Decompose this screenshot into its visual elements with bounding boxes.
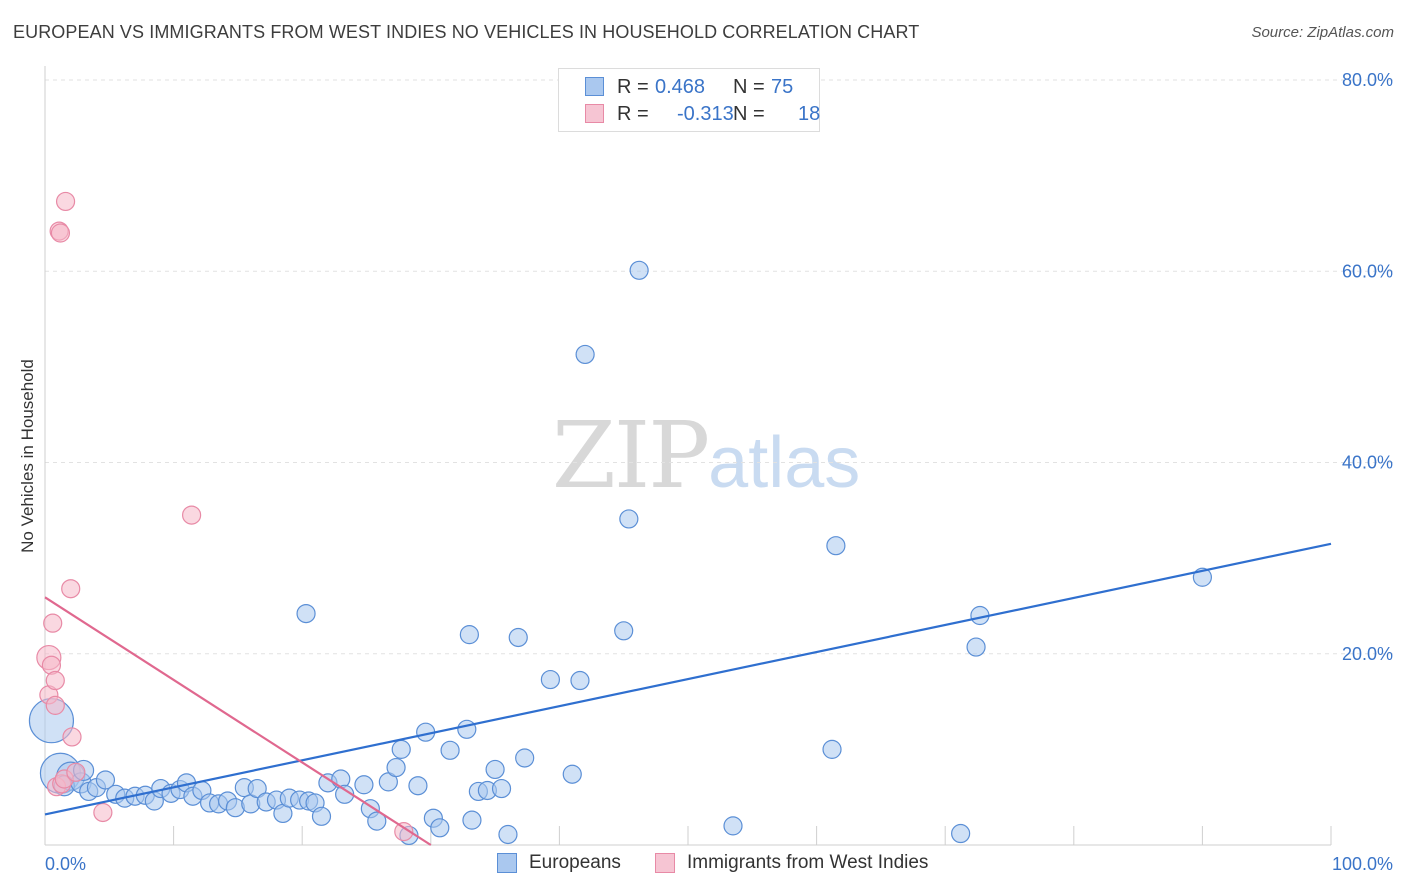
european-point bbox=[462, 810, 482, 830]
immigrant-point bbox=[394, 822, 414, 842]
european-point bbox=[311, 806, 332, 826]
legend-swatch-pink bbox=[655, 853, 675, 873]
european-point bbox=[508, 627, 528, 648]
european-point bbox=[629, 260, 649, 280]
legend-swatch-blue bbox=[585, 77, 604, 96]
immigrant-point bbox=[182, 505, 202, 525]
x-tick-label: 100.0% bbox=[1332, 854, 1393, 874]
immigrant-point bbox=[61, 579, 81, 599]
correlation-legend: R = 0.468 N = 75 R = -0.313 N = 18 bbox=[558, 68, 820, 132]
legend-n-value: 18 bbox=[798, 103, 821, 125]
immigrant-point bbox=[45, 695, 65, 715]
y-tick-label: 60.0% bbox=[1342, 261, 1393, 281]
european-point bbox=[575, 344, 595, 365]
legend-r-label: R = bbox=[617, 76, 649, 98]
european-point bbox=[440, 740, 460, 760]
y-tick-label: 80.0% bbox=[1342, 70, 1393, 90]
immigrant-point bbox=[43, 613, 63, 633]
european-point bbox=[459, 625, 479, 645]
european-point bbox=[562, 764, 582, 784]
european-point bbox=[354, 775, 374, 795]
legend-swatch-blue bbox=[497, 853, 517, 873]
y-axis-label: No Vehicles in Household bbox=[18, 359, 37, 553]
legend-label-europeans: Europeans bbox=[529, 852, 621, 873]
x-tick-label: 0.0% bbox=[45, 854, 86, 874]
legend-n-value: 75 bbox=[771, 76, 794, 98]
legend-label-immigrants: Immigrants from West Indies bbox=[687, 852, 929, 873]
european-point bbox=[457, 719, 477, 739]
legend-n-label: N = bbox=[733, 76, 765, 98]
european-point bbox=[540, 669, 560, 690]
european-point bbox=[430, 818, 450, 838]
european-point bbox=[296, 603, 316, 624]
european-point bbox=[723, 816, 743, 836]
european-point bbox=[951, 823, 971, 844]
european-point bbox=[386, 757, 406, 778]
immigrant-point bbox=[45, 670, 65, 691]
legend-swatch-pink bbox=[585, 104, 604, 123]
european-point bbox=[491, 778, 512, 799]
y-tick-label: 20.0% bbox=[1342, 644, 1393, 664]
european-point bbox=[485, 759, 505, 780]
legend-r-value: 0.468 bbox=[655, 76, 706, 98]
immigrant-point bbox=[55, 191, 76, 212]
european-point bbox=[619, 509, 639, 529]
immigrant-point bbox=[66, 762, 86, 782]
european-point bbox=[826, 536, 846, 556]
immigrant-point bbox=[93, 802, 113, 823]
european-point bbox=[570, 670, 590, 691]
watermark: ZIPatlas bbox=[552, 402, 860, 509]
european-point bbox=[498, 824, 518, 845]
european-point bbox=[247, 778, 267, 799]
legend-n-label: N = bbox=[733, 103, 765, 125]
immigrant-point bbox=[62, 727, 82, 747]
european-point bbox=[966, 637, 986, 657]
immigrant-point bbox=[50, 223, 71, 243]
legend-r-label: R = bbox=[617, 103, 649, 125]
legend-r-value: -0.313 bbox=[677, 103, 734, 125]
european-point bbox=[408, 776, 428, 796]
immigrant-trend-line bbox=[44, 596, 432, 846]
european-point bbox=[391, 739, 411, 759]
watermark-zip: ZIP bbox=[552, 402, 710, 509]
european-point bbox=[614, 621, 634, 641]
european-trend-line bbox=[44, 542, 1332, 816]
european-point bbox=[822, 739, 842, 759]
y-tick-label: 40.0% bbox=[1342, 453, 1393, 473]
european-point bbox=[95, 770, 116, 790]
european-point bbox=[515, 748, 535, 768]
source-label: Source: ZipAtlas.com bbox=[1251, 24, 1394, 41]
chart-title: EUROPEAN VS IMMIGRANTS FROM WEST INDIES … bbox=[13, 22, 920, 42]
european-point bbox=[367, 811, 387, 831]
